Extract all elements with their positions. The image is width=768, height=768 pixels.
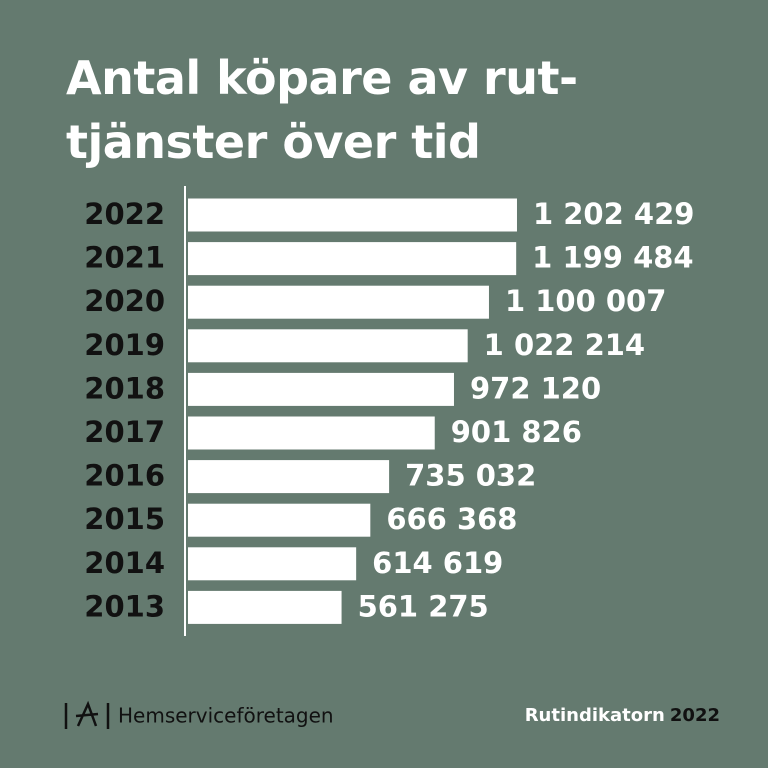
value-label: 735 032 [405, 459, 536, 493]
y-tick-label: 2013 [84, 589, 165, 623]
bar [188, 416, 435, 450]
value-label: 614 619 [372, 546, 503, 580]
value-label: 1 100 007 [505, 284, 666, 318]
bar [188, 372, 454, 406]
bar [188, 242, 517, 276]
bar [188, 547, 357, 581]
y-tick-label: 2020 [84, 284, 165, 318]
y-tick-label: 2022 [84, 197, 165, 231]
value-label: 666 368 [386, 502, 517, 536]
y-tick-label: 2021 [84, 241, 165, 275]
logo [64, 700, 110, 729]
bar [188, 329, 468, 363]
source-year: 2022 [670, 705, 720, 726]
bar [188, 285, 489, 319]
source-name: Rutindikatorn [525, 705, 665, 726]
value-label: 1 022 214 [484, 328, 645, 362]
bar [188, 590, 342, 624]
bar [188, 198, 517, 232]
value-label: 972 120 [470, 371, 601, 405]
source: Rutindikatorn 2022 [525, 701, 720, 726]
value-label: 561 275 [358, 589, 489, 623]
value-label: 901 826 [451, 415, 582, 449]
y-tick-label: 2019 [84, 328, 165, 362]
y-tick-label: 2014 [84, 546, 165, 580]
bar [188, 460, 390, 494]
y-tick-label: 2015 [84, 502, 165, 536]
y-tick-label: 2018 [84, 371, 165, 405]
y-tick-label: 2016 [84, 459, 165, 493]
brand: Hemserviceföretagen [118, 704, 334, 728]
value-label: 1 199 484 [532, 241, 693, 275]
y-tick-label: 2017 [84, 415, 165, 449]
bar [188, 503, 371, 537]
chart-title: Antal köpare av rut-tjänster över tid [66, 51, 578, 169]
value-label: 1 202 429 [533, 197, 694, 231]
